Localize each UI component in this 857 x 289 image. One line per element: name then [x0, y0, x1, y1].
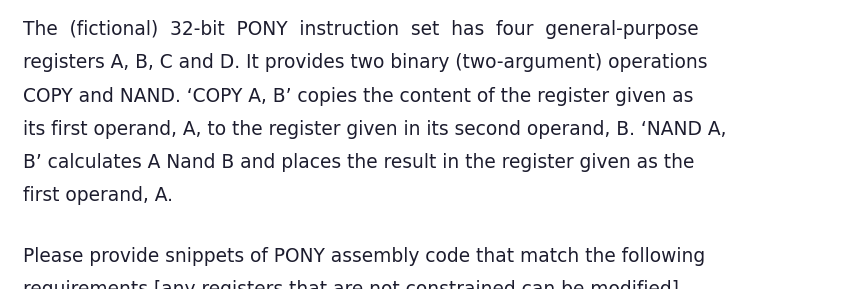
Text: first operand, A.: first operand, A.: [23, 186, 173, 205]
Text: requirements [any registers that are not constrained can be modified].: requirements [any registers that are not…: [23, 280, 685, 289]
Text: Please provide snippets of PONY assembly code that match the following: Please provide snippets of PONY assembly…: [23, 247, 705, 266]
Text: registers A, B, C and D. It provides two binary (two-argument) operations: registers A, B, C and D. It provides two…: [23, 53, 708, 73]
Text: The  (fictional)  32-bit  PONY  instruction  set  has  four  general-purpose: The (fictional) 32-bit PONY instruction …: [23, 20, 698, 39]
Text: COPY and NAND. ‘COPY A, B’ copies the content of the register given as: COPY and NAND. ‘COPY A, B’ copies the co…: [23, 87, 693, 106]
Text: its first operand, A, to the register given in its second operand, B. ‘NAND A,: its first operand, A, to the register gi…: [23, 120, 727, 139]
Text: B’ calculates A Nand B and places the result in the register given as the: B’ calculates A Nand B and places the re…: [23, 153, 694, 172]
